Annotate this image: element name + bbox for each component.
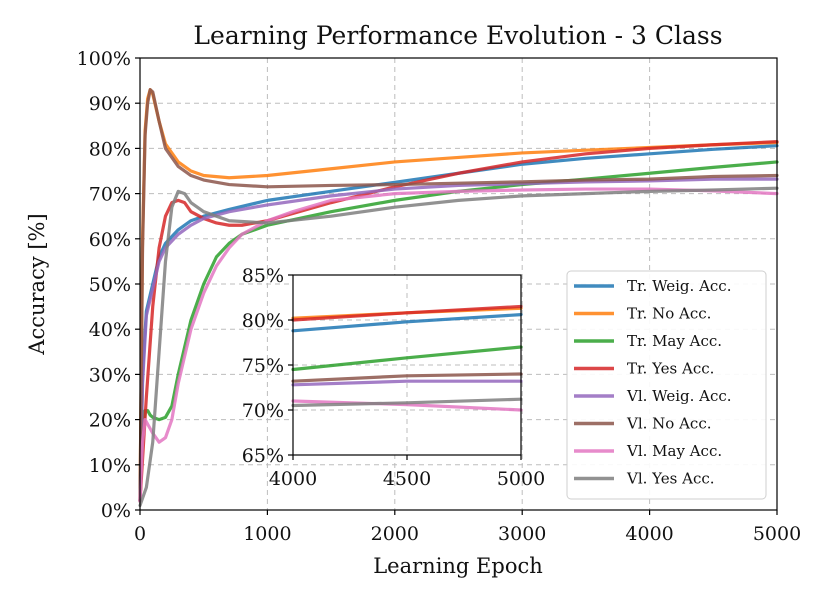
inset-x-tick-label: 4500 (383, 468, 431, 490)
legend-label: Vl. No Acc. (626, 415, 712, 433)
inset-y-tick-label: 70% (242, 400, 284, 422)
inset-x-tick-label: 4000 (269, 468, 317, 490)
main-axis-ticks: 0 1000 2000 3000 4000 5000 0% 10% 20% 30% 40% 50% 60… (77, 48, 802, 545)
main-y-tick-label: 20% (89, 410, 131, 432)
main-y-tick-label: 40% (89, 319, 131, 341)
main-y-tick-label: 90% (89, 93, 131, 115)
legend-label: Tr. No Acc. (627, 305, 711, 323)
inset-series-line-6 (291, 372, 523, 383)
main-x-tick-label: 1000 (243, 523, 291, 545)
legend-label: Vl. Yes Acc. (626, 470, 715, 488)
legend-label: Vl. May Acc. (626, 442, 722, 460)
main-x-tick-label: 0 (134, 523, 146, 545)
inset-series-line-7 (291, 399, 523, 412)
main-y-tick-label: 80% (89, 138, 131, 160)
main-y-tick-label: 50% (89, 274, 131, 296)
main-y-tick-label: 100% (77, 48, 131, 70)
main-series-line-5 (138, 177, 779, 503)
main-x-tick-label: 5000 (753, 523, 801, 545)
inset-y-tick-label: 85% (242, 265, 284, 287)
inset-series-line-5 (291, 379, 523, 387)
inset-series-line-3 (291, 345, 523, 372)
main-series-group (138, 88, 779, 508)
inset-series-group (291, 304, 523, 412)
inset-series-line-4 (291, 304, 523, 322)
main-y-tick-label: 0% (101, 500, 131, 522)
main-x-tick-label: 2000 (371, 523, 419, 545)
legend-label: Tr. Weig. Acc. (627, 277, 731, 295)
chart-title: Learning Performance Evolution - 3 Class (193, 21, 722, 50)
main-x-tick-label: 4000 (625, 523, 673, 545)
inset-zoom-plot: 4000 4500 5000 65% 70% 75% 80% 85% (242, 265, 545, 490)
main-series-line-8 (138, 186, 779, 508)
inset-axis-ticks: 4000 4500 5000 65% 70% 75% 80% 85% (242, 265, 545, 490)
legend-label: Tr. Yes Acc. (627, 360, 714, 378)
legend: Tr. Weig. Acc. Tr. No Acc. Tr. May Acc. Tr.… (566, 270, 767, 500)
main-series-line-7 (138, 187, 779, 503)
inset-y-tick-label: 80% (242, 310, 284, 332)
main-series-line-6 (138, 88, 779, 503)
legend-label: Tr. May Acc. (627, 332, 722, 350)
inset-y-tick-label: 65% (242, 445, 284, 467)
main-series-line-4 (138, 140, 779, 503)
legend-label: Vl. Weig. Acc. (626, 387, 732, 405)
inset-y-tick-label: 75% (242, 355, 284, 377)
main-x-tick-label: 3000 (498, 523, 546, 545)
inset-x-tick-label: 5000 (497, 468, 545, 490)
y-axis-label: Accuracy [%] (25, 213, 49, 355)
main-y-tick-label: 30% (89, 364, 131, 386)
legend-entries: Tr. Weig. Acc. Tr. No Acc. Tr. May Acc. Tr.… (574, 277, 732, 488)
main-y-tick-label: 10% (89, 455, 131, 477)
inset-series-line-8 (291, 397, 523, 408)
main-y-tick-label: 70% (89, 184, 131, 206)
main-y-tick-label: 60% (89, 229, 131, 251)
legend-box (566, 270, 767, 500)
inset-series-line-1 (291, 313, 523, 333)
x-axis-label: Learning Epoch (373, 554, 543, 578)
